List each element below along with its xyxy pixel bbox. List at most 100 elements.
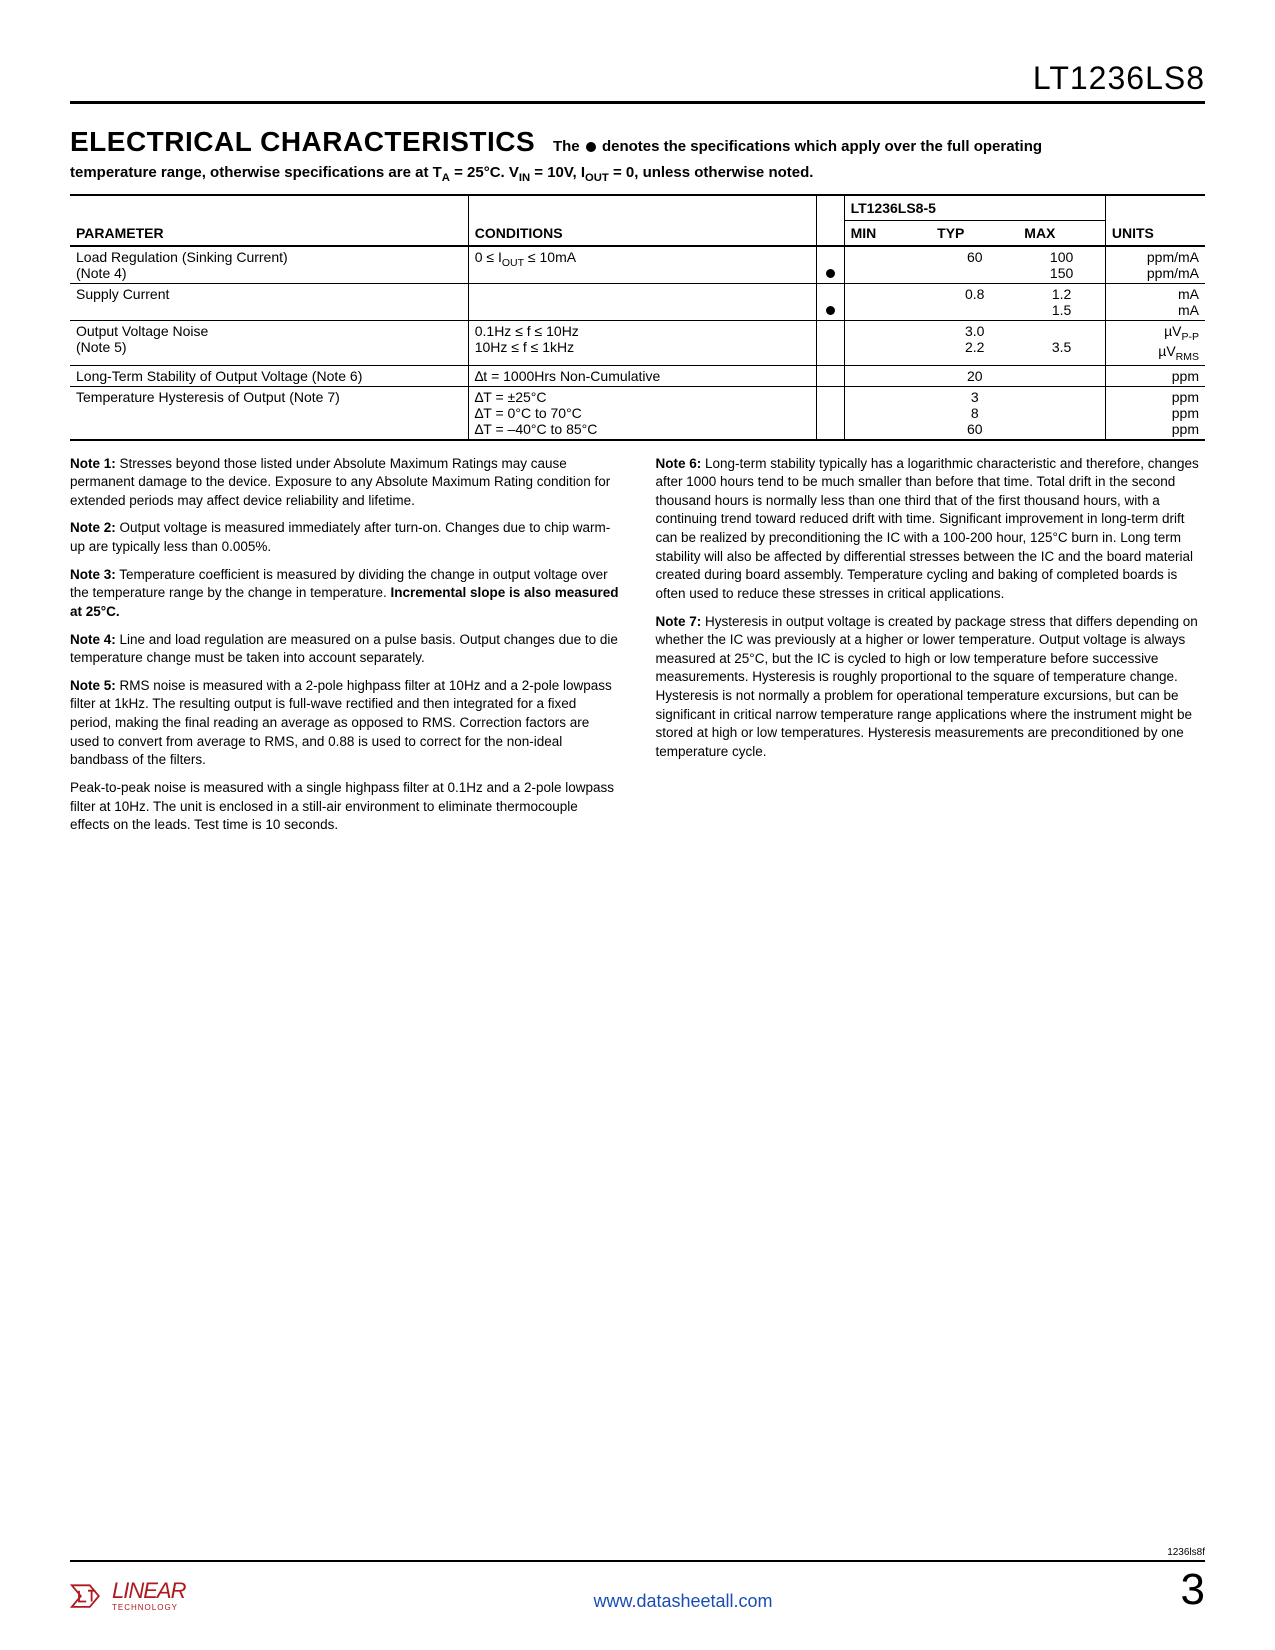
param-text: Output Voltage Noise [76, 323, 208, 339]
table-row-units: ppm/mA ppm/mA [1105, 246, 1205, 284]
typ-2: 2.2 [965, 339, 984, 355]
note-label: Note 4: [70, 632, 116, 647]
param-note: (Note 4) [76, 265, 127, 281]
u-2s: RMS [1176, 351, 1199, 363]
u-1: ppm/mA [1147, 249, 1199, 265]
dot-icon [826, 269, 835, 278]
table-row-typ: 20 [931, 365, 1018, 386]
cond-l3: ∆T = –40°C to 85°C [475, 421, 598, 437]
note-5: Note 5: RMS noise is measured with a 2-p… [70, 677, 620, 770]
table-row-dot [817, 386, 844, 440]
typ-1: 3 [971, 389, 979, 405]
table-row-cond: 0 ≤ IOUT ≤ 10mA [468, 246, 816, 284]
table-row-max [1018, 365, 1105, 386]
table-row-min [844, 365, 931, 386]
note-label: Note 2: [70, 520, 116, 535]
table-row-cond: ∆t = 1000Hrs Non-Cumulative [468, 365, 816, 386]
sub2-c: = 10V, I [530, 164, 585, 181]
table-row-param: Load Regulation (Sinking Current) (Note … [70, 246, 468, 284]
table-row-dot [817, 284, 844, 321]
u-1s: P-P [1181, 331, 1199, 343]
table-row-units: µVP-P µVRMS [1105, 321, 1205, 366]
dot-icon [826, 306, 835, 315]
cond-b: ≤ 10mA [524, 249, 576, 265]
table-row-max: 1.2 1.5 [1018, 284, 1105, 321]
table-row-min [844, 386, 931, 440]
page-number: 3 [1181, 1568, 1205, 1612]
footer-rule [70, 1560, 1205, 1562]
sub2-d: = 0, unless otherwise noted. [609, 164, 814, 181]
footer-code: 1236ls8f [70, 1547, 1205, 1558]
logo: LINEAR TECHNOLOGY [70, 1581, 185, 1612]
table-row-max: 3.5 [1018, 321, 1105, 366]
th-max: MAX [1018, 221, 1105, 247]
note-text: Stresses beyond those listed under Absol… [70, 456, 610, 508]
table-row-dot [817, 365, 844, 386]
cond-sub: OUT [502, 257, 524, 269]
note-label: Note 3: [70, 567, 116, 582]
th-conditions: CONDITIONS [468, 195, 816, 246]
note-text: Line and load regulation are measured on… [70, 632, 618, 666]
table-row-param: Supply Current [70, 284, 468, 321]
u-1: µV [1164, 323, 1181, 339]
cond-l2: 10Hz ≤ f ≤ 1kHz [475, 339, 574, 355]
param-text: Load Regulation (Sinking Current) [76, 249, 288, 265]
note-text: Hysteresis in output voltage is created … [656, 614, 1198, 759]
sub2-b: = 25°C. V [450, 164, 519, 181]
footer-row: LINEAR TECHNOLOGY www.datasheetall.com 3 [70, 1568, 1205, 1612]
u-2: ppm [1172, 405, 1199, 421]
u-2: mA [1178, 302, 1199, 318]
note-4: Note 4: Line and load regulation are mea… [70, 631, 620, 668]
table-row-cond [468, 284, 816, 321]
table-row-units: mA mA [1105, 284, 1205, 321]
note-1: Note 1: Stresses beyond those listed und… [70, 455, 620, 511]
table-row-min [844, 284, 931, 321]
cond-l2: ∆T = 0°C to 70°C [475, 405, 582, 421]
note-6: Note 6: Long-term stability typically ha… [656, 455, 1206, 604]
max-1: 100 [1050, 249, 1073, 265]
sub-ta: A [442, 172, 450, 184]
page-footer: 1236ls8f LINEAR TECHNOLOGY www.datasheet… [70, 1547, 1205, 1612]
table-row-max: 100 150 [1018, 246, 1105, 284]
table-row-typ: 60 [931, 246, 1018, 284]
sub-vin: IN [519, 172, 530, 184]
linear-logo-icon [70, 1583, 106, 1611]
th-units: UNITS [1105, 195, 1205, 246]
table-row-typ: 0.8 [931, 284, 1018, 321]
u-3: ppm [1172, 421, 1199, 437]
spec-table: PARAMETER CONDITIONS LT1236LS8-5 UNITS M… [70, 194, 1205, 441]
typ-3: 60 [967, 421, 983, 437]
cond-l1: ∆T = ±25°C [475, 389, 547, 405]
u-1: mA [1178, 286, 1199, 302]
header-rule [70, 101, 1205, 104]
note-label: Note 7: [656, 614, 702, 629]
th-dot [817, 195, 844, 246]
bullet-icon [586, 142, 596, 152]
note-label: Note 5: [70, 678, 116, 693]
table-row-dot [817, 321, 844, 366]
cond-l1: 0.1Hz ≤ f ≤ 10Hz [475, 323, 579, 339]
table-row-dot [817, 246, 844, 284]
note-7: Note 7: Hysteresis in output voltage is … [656, 613, 1206, 762]
notes-left-column: Note 1: Stresses beyond those listed und… [70, 455, 620, 844]
table-row-typ: 3.0 2.2 [931, 321, 1018, 366]
table-row-cond: ∆T = ±25°C ∆T = 0°C to 70°C ∆T = –40°C t… [468, 386, 816, 440]
note-2: Note 2: Output voltage is measured immed… [70, 519, 620, 556]
note-3: Note 3: Temperature coefficient is measu… [70, 566, 620, 622]
subtitle-pre: The [553, 138, 584, 155]
subtitle-post: denotes the specifications which apply o… [598, 138, 1042, 155]
cond-a: 0 ≤ I [475, 249, 502, 265]
table-row-min [844, 321, 931, 366]
notes-right-column: Note 6: Long-term stability typically ha… [656, 455, 1206, 844]
note-text: Peak-to-peak noise is measured with a si… [70, 780, 614, 832]
u-2: µV [1158, 343, 1175, 359]
notes-section: Note 1: Stresses beyond those listed und… [70, 455, 1205, 844]
note-text: RMS noise is measured with a 2-pole high… [70, 678, 612, 768]
max-2: 1.5 [1052, 302, 1071, 318]
max-2: 150 [1050, 265, 1073, 281]
footer-link[interactable]: www.datasheetall.com [593, 1591, 772, 1612]
table-row-units: ppm ppm ppm [1105, 386, 1205, 440]
note-5b: Peak-to-peak noise is measured with a si… [70, 779, 620, 835]
note-label: Note 6: [656, 456, 702, 471]
section-heading-row: ELECTRICAL CHARACTERISTICS The denotes t… [70, 126, 1205, 158]
